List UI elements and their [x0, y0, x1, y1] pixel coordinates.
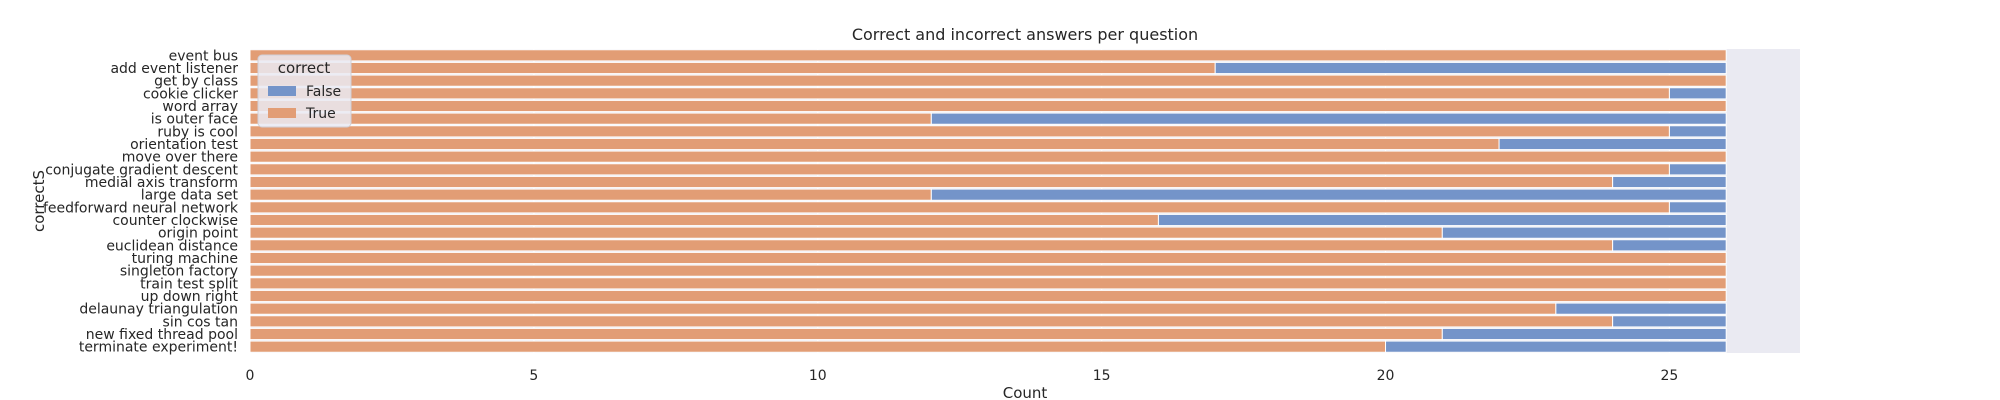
category-label: sin cos tan	[163, 314, 238, 330]
bar-false	[1385, 340, 1727, 353]
bar-false	[1668, 163, 1727, 176]
bar-true	[249, 175, 1614, 189]
bar-false	[930, 188, 1727, 201]
x-axis-label: Count	[1003, 384, 1048, 400]
bar-true	[249, 302, 1557, 315]
x-tick-label: 10	[809, 368, 827, 384]
bar-true	[249, 163, 1670, 176]
category-label: new fixed thread pool	[86, 327, 238, 343]
x-tick-label: 15	[1093, 368, 1111, 384]
category-label: large data set	[141, 188, 239, 204]
x-tick-label: 0	[246, 368, 255, 384]
bar-true	[249, 87, 1670, 100]
bar-true	[249, 201, 1670, 214]
category-label: train test split	[140, 276, 238, 292]
x-tick-label: 5	[529, 368, 538, 384]
category-label: conjugate gradient descent	[45, 162, 238, 178]
bar-true	[249, 251, 1727, 265]
legend-swatch-false	[268, 86, 296, 96]
x-tick-label: 25	[1660, 368, 1678, 384]
bar-true	[249, 327, 1443, 341]
category-label: singleton factory	[120, 264, 238, 280]
bar-false	[1612, 175, 1727, 189]
x-tick-label: 20	[1377, 368, 1395, 384]
bar-true	[249, 49, 1727, 62]
x-tick-labels: 0 5 10 15 20 25	[246, 368, 1679, 384]
category-label: origin point	[158, 226, 239, 242]
chart-title: Correct and incorrect answers per questi…	[852, 25, 1198, 44]
category-label: up down right	[141, 289, 239, 305]
bar-false	[1668, 125, 1727, 138]
bar-true	[249, 99, 1727, 113]
bar-false	[1612, 239, 1727, 252]
bar-true	[249, 239, 1614, 252]
y-axis-label: correctS	[30, 170, 48, 232]
bar-false	[1612, 315, 1727, 328]
plot-background	[250, 49, 1800, 353]
bars	[249, 49, 1727, 353]
category-label: terminate experiment!	[79, 340, 238, 356]
bar-true	[249, 340, 1387, 353]
legend-label-false: False	[306, 84, 341, 100]
category-label: add event listener	[110, 61, 238, 77]
category-label: is outer face	[151, 112, 238, 128]
category-label: cookie clicker	[143, 86, 238, 102]
bar-true	[249, 61, 1216, 75]
bar-false	[1668, 201, 1727, 214]
bar-false	[1441, 327, 1727, 341]
bar-true	[249, 315, 1614, 328]
bar-true	[249, 137, 1500, 151]
bar-true	[249, 188, 932, 201]
legend-items: False True	[268, 84, 341, 122]
category-label: feedforward neural network	[43, 200, 239, 216]
bar-false	[1441, 226, 1727, 239]
bar-true	[249, 226, 1443, 239]
legend-swatch-true	[268, 108, 296, 118]
bar-true	[249, 277, 1727, 290]
category-label: word array	[162, 99, 238, 115]
category-label: get by class	[154, 74, 238, 90]
bar-true	[249, 289, 1727, 303]
bar-false	[1157, 213, 1727, 227]
bar-true	[249, 125, 1670, 138]
category-label: orientation test	[130, 137, 238, 153]
category-label: ruby is cool	[157, 124, 238, 140]
bar-false	[1214, 61, 1727, 75]
bar-true	[249, 74, 1727, 87]
category-label: counter clockwise	[112, 213, 238, 229]
category-label: move over there	[122, 150, 238, 166]
bar-false	[1555, 302, 1727, 315]
category-label: euclidean distance	[106, 238, 238, 254]
bar-false	[930, 112, 1727, 125]
legend[interactable]: correct False True	[257, 54, 352, 128]
bar-true	[249, 150, 1727, 163]
grid	[249, 49, 1671, 353]
bar-false	[1498, 137, 1727, 151]
bar-true	[249, 213, 1159, 227]
category-label: turing machine	[132, 251, 238, 267]
legend-label-true: True	[305, 106, 336, 122]
category-label: event bus	[169, 48, 238, 64]
bar-true	[249, 264, 1727, 277]
category-label: medial axis transform	[85, 175, 238, 191]
bar-true	[249, 112, 932, 125]
legend-title: correct	[278, 59, 331, 77]
category-label: delaunay triangulation	[79, 302, 238, 318]
bar-false	[1668, 87, 1727, 100]
